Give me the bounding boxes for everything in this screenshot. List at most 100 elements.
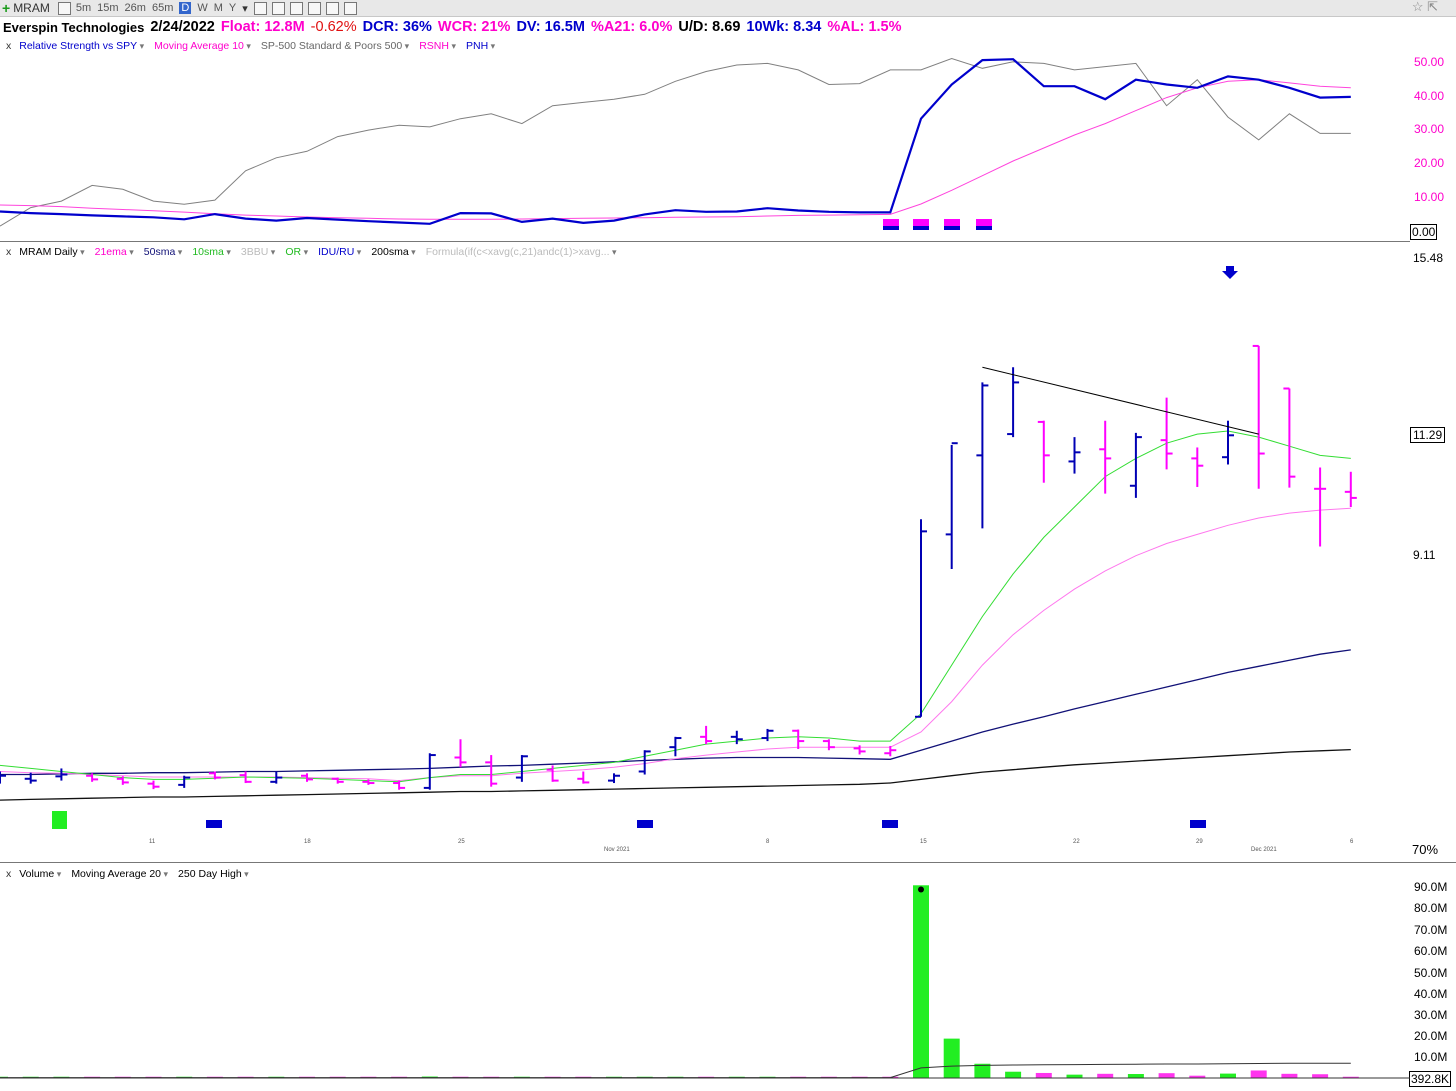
edit-icon[interactable] bbox=[325, 1, 339, 15]
price-bar bbox=[577, 771, 590, 784]
volume-bar bbox=[943, 1038, 960, 1078]
volume-y-tick: 90.0M bbox=[1414, 880, 1448, 894]
x-tick: 6 bbox=[1350, 839, 1354, 845]
scale-percent-label[interactable]: 70% bbox=[1412, 842, 1439, 857]
price-bar bbox=[331, 777, 344, 784]
volume-y-tick: 50.0M bbox=[1414, 966, 1448, 980]
rs-new-high-marker bbox=[944, 219, 960, 230]
price-bar bbox=[1344, 471, 1357, 508]
formula-legend-item[interactable]: Formula(if(c<xavg(c,21)andc(1)>xavg... bbox=[426, 246, 617, 258]
volume-bar bbox=[1066, 1074, 1083, 1078]
price-bar bbox=[1314, 467, 1327, 547]
volume-bar bbox=[1342, 1076, 1359, 1078]
x-tick: 25 bbox=[458, 839, 465, 845]
price-bar bbox=[55, 768, 68, 781]
rs-legend: x Relative Strength vs SPY Moving Averag… bbox=[0, 38, 505, 54]
timeframe-26m[interactable]: 26m bbox=[124, 2, 146, 14]
rs-new-high-marker bbox=[913, 226, 929, 230]
price-bar bbox=[976, 382, 989, 529]
rs-y-tick: 10.00 bbox=[1414, 190, 1445, 204]
add-symbol-icon[interactable]: + bbox=[2, 0, 11, 16]
timeframe-5m[interactable]: 5m bbox=[75, 2, 92, 14]
volume-legend-item[interactable]: Volume bbox=[19, 868, 61, 880]
rs-legend-item[interactable]: Relative Strength vs SPY bbox=[19, 40, 144, 52]
price-bar bbox=[362, 779, 375, 785]
rs-ma-legend-item[interactable]: Moving Average 10 bbox=[154, 40, 251, 52]
price-bar bbox=[1099, 420, 1112, 494]
rs-new-high-marker bbox=[976, 226, 992, 230]
ema21-line bbox=[0, 507, 1351, 782]
ema21-legend-item[interactable]: 21ema bbox=[95, 246, 134, 258]
rs-new-high-marker bbox=[883, 226, 899, 230]
rs-y-tick: 30.00 bbox=[1414, 122, 1445, 136]
price-bar bbox=[208, 771, 221, 780]
sma200-legend-item[interactable]: 200sma bbox=[371, 246, 415, 258]
price-bar bbox=[147, 780, 160, 790]
layout-icon[interactable] bbox=[271, 1, 285, 15]
close-price-panel-icon[interactable]: x bbox=[6, 246, 12, 258]
rsnh-legend-item[interactable]: RSNH bbox=[419, 40, 456, 52]
timeframe-yearly[interactable]: Y bbox=[228, 2, 237, 14]
timeframe-65m[interactable]: 65m bbox=[151, 2, 174, 14]
idu-legend-item[interactable]: IDU/RU bbox=[318, 246, 361, 258]
price-bar bbox=[1068, 437, 1081, 474]
sma50-legend-item[interactable]: 50sma bbox=[144, 246, 183, 258]
volume-bar bbox=[974, 1063, 991, 1078]
last-price-label: 11.29 bbox=[1410, 427, 1446, 443]
volume-high-dot bbox=[918, 886, 924, 893]
volume-bar bbox=[1097, 1073, 1114, 1078]
price-bar bbox=[792, 729, 805, 749]
rs-panel-divider bbox=[0, 241, 1410, 242]
price-bar bbox=[515, 755, 528, 782]
timeframe-dropdown-icon[interactable]: ▾ bbox=[242, 2, 248, 15]
timeframe-15m[interactable]: 15m bbox=[97, 2, 119, 14]
text-tool-icon[interactable] bbox=[253, 1, 267, 15]
sma10-legend-item[interactable]: 10sma bbox=[192, 246, 231, 258]
volume-y-tick: 80.0M bbox=[1414, 901, 1448, 915]
chart-type-icon[interactable] bbox=[57, 1, 71, 15]
price-bar bbox=[239, 771, 252, 784]
volume-y-tick: 70.0M bbox=[1414, 923, 1448, 937]
or-legend-item[interactable]: OR bbox=[285, 246, 308, 258]
x-tick: Nov 2021 bbox=[604, 847, 630, 853]
table-icon[interactable] bbox=[289, 1, 303, 15]
price-y-tick: 9.11 bbox=[1413, 548, 1436, 562]
link-icon[interactable] bbox=[343, 1, 357, 15]
volume-ma-legend-item[interactable]: Moving Average 20 bbox=[71, 868, 168, 880]
pnh-legend-item[interactable]: PNH bbox=[466, 40, 495, 52]
close-volume-panel-icon[interactable]: x bbox=[6, 868, 12, 880]
close-rs-panel-icon[interactable]: x bbox=[6, 40, 12, 52]
favorite-star-icon[interactable]: ☆ ⇱ bbox=[1411, 0, 1438, 14]
price-bar bbox=[822, 739, 835, 751]
price-bar bbox=[485, 755, 498, 787]
x-tick: 15 bbox=[920, 839, 927, 845]
wk10-stat: 10Wk: 8.34 bbox=[746, 19, 822, 35]
price-bar bbox=[853, 745, 866, 755]
3bbu-legend-item[interactable]: 3BBU bbox=[241, 246, 275, 258]
volume-last-value: 392.8K bbox=[1409, 1071, 1452, 1087]
timeframe-daily[interactable]: D bbox=[179, 2, 192, 14]
timeframe-monthly[interactable]: M bbox=[213, 2, 223, 14]
price-bar bbox=[1283, 387, 1296, 488]
draw-pencil-icon[interactable] bbox=[307, 1, 321, 15]
price-bar bbox=[546, 765, 559, 782]
price-bar bbox=[700, 725, 713, 745]
rs-new-high-marker bbox=[883, 219, 899, 230]
daily-legend-item[interactable]: MRAM Daily bbox=[19, 246, 84, 258]
price-bar bbox=[669, 736, 682, 757]
rs-y-tick: 50.00 bbox=[1414, 55, 1445, 69]
timeframe-weekly[interactable]: W bbox=[197, 2, 208, 14]
spx-legend-item[interactable]: SP-500 Standard & Poors 500 bbox=[261, 40, 409, 52]
volume-high-legend-item[interactable]: 250 Day High bbox=[178, 868, 249, 880]
price-bar bbox=[1252, 344, 1265, 489]
volume-y-tick: 10.0M bbox=[1414, 1050, 1448, 1064]
rs-y-tick: 20.00 bbox=[1414, 156, 1445, 170]
volume-y-tick: 60.0M bbox=[1414, 944, 1448, 958]
volume-bar bbox=[1281, 1073, 1298, 1078]
volume-bar bbox=[1312, 1074, 1329, 1078]
volume-bar bbox=[1127, 1074, 1144, 1078]
symbol-field[interactable]: MRAM bbox=[13, 1, 50, 15]
x-tick: 8 bbox=[766, 839, 770, 845]
price-bar bbox=[884, 745, 897, 757]
